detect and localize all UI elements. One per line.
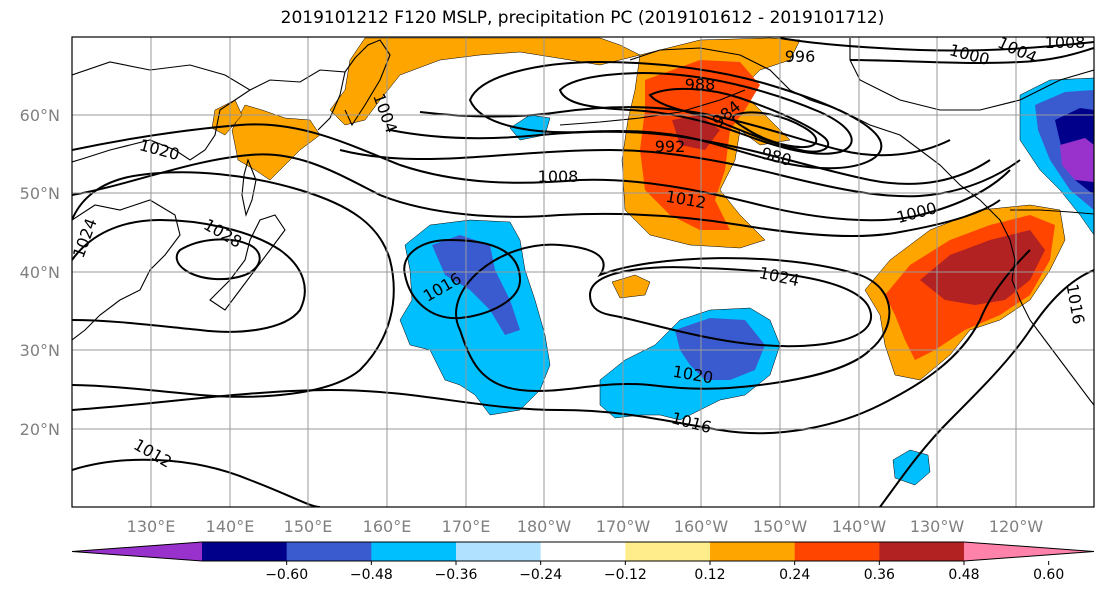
map-frame bbox=[71, 36, 1095, 508]
isobar-1008-band bbox=[72, 123, 1011, 222]
precip-area-small-patch bbox=[611, 274, 651, 299]
colorbar: −0.60 −0.48 −0.36 −0.24 −0.12 0.12 0.24 0.36 0.4… bbox=[71, 541, 1095, 583]
isobar-1020-asia bbox=[72, 171, 395, 398]
map-plot-area: 996 1000 1004 1008 988 984 992 980 1020 … bbox=[72, 33, 1094, 507]
isobar-988-closed bbox=[558, 72, 853, 155]
lat-label: 30°N bbox=[20, 341, 60, 360]
lon-label: 180°W bbox=[517, 517, 572, 536]
lon-label: 130°E bbox=[127, 517, 176, 536]
latitude-axis: 60°N 50°N 40°N 30°N 20°N bbox=[20, 106, 60, 439]
colorbar-label: −0.36 bbox=[435, 567, 478, 583]
colorbar-label: −0.24 bbox=[519, 567, 562, 583]
colorbar-swatch bbox=[540, 542, 626, 561]
colorbar-swatch bbox=[202, 542, 288, 561]
colorbar-label: 0.36 bbox=[864, 567, 895, 583]
lon-label: 130°W bbox=[910, 517, 965, 536]
coast-canada-inland bbox=[849, 38, 1094, 111]
coast-korea-china bbox=[72, 199, 181, 341]
contour-label: 988 bbox=[685, 75, 716, 94]
precip-area-bering-small bbox=[509, 114, 551, 141]
precip-area-canada-min bbox=[1060, 138, 1094, 182]
isobar-north-rim bbox=[779, 37, 1094, 52]
lon-label: 170°E bbox=[442, 517, 491, 536]
colorbar-label: 0.48 bbox=[948, 567, 979, 583]
lon-label: 160°W bbox=[674, 517, 729, 536]
lon-label: 150°W bbox=[753, 517, 808, 536]
precip-area-california-peak bbox=[920, 230, 1045, 305]
precip-negative-shading bbox=[399, 77, 1094, 486]
precip-area-central-pacific-west-core bbox=[432, 235, 520, 335]
colorbar-label: −0.60 bbox=[265, 567, 308, 583]
coast-okhotsk bbox=[249, 69, 346, 131]
isobar-1012-band bbox=[72, 153, 1001, 237]
lat-label: 40°N bbox=[20, 263, 60, 282]
colorbar-swatch bbox=[879, 542, 965, 561]
isobar-984-closed bbox=[648, 87, 830, 153]
lat-label: 60°N bbox=[20, 106, 60, 125]
colorbar-swatch bbox=[625, 542, 711, 561]
colorbar-label: −0.12 bbox=[604, 567, 647, 583]
colorbar-arrow-min bbox=[72, 542, 202, 561]
colorbar-label: 0.24 bbox=[779, 567, 810, 583]
isobars bbox=[72, 37, 1094, 507]
isobar-1004-band bbox=[339, 148, 1021, 198]
colorbar-arrow-max bbox=[964, 542, 1094, 561]
lon-label: 140°W bbox=[832, 517, 887, 536]
contour-label: 996 bbox=[785, 47, 816, 66]
colorbar-label: −0.48 bbox=[350, 567, 393, 583]
isobar-980-closed bbox=[732, 111, 818, 149]
colorbar-swatch bbox=[794, 542, 880, 561]
precip-area-kamchatka bbox=[329, 37, 641, 126]
coast-russia-east bbox=[72, 61, 252, 163]
coast-us-border bbox=[1010, 209, 1094, 215]
longitude-axis: 130°E 140°E 150°E 160°E 170°E 180°W 170°… bbox=[127, 517, 1044, 536]
lon-label: 160°E bbox=[363, 517, 412, 536]
isobar-1016-western bbox=[403, 238, 522, 320]
isobar-north-rim-2 bbox=[849, 47, 1094, 64]
precip-area-central-pacific-west bbox=[399, 219, 551, 416]
lon-label: 170°W bbox=[596, 517, 651, 536]
colorbar-swatch bbox=[456, 542, 542, 561]
precip-area-central-pacific-east-core bbox=[675, 318, 765, 380]
colorbar-swatch bbox=[286, 542, 372, 561]
contour-label: 1008 bbox=[1045, 33, 1086, 52]
isobar-1024-closed bbox=[588, 266, 873, 348]
lat-label: 50°N bbox=[20, 184, 60, 203]
coast-north-america-west bbox=[999, 219, 1094, 406]
isobar-992-closed bbox=[468, 60, 883, 170]
lon-label: 140°E bbox=[206, 517, 255, 536]
coast-kamchatka bbox=[344, 39, 391, 127]
contour-label: 1008 bbox=[538, 167, 579, 186]
colorbar-label: 0.60 bbox=[1033, 567, 1064, 583]
lon-label: 120°W bbox=[989, 517, 1044, 536]
isobar-1020-closed bbox=[455, 243, 891, 393]
lon-label: 150°E bbox=[284, 517, 333, 536]
lat-label: 20°N bbox=[20, 420, 60, 439]
map-title: 2019101212 F120 MSLP, precipitation PC (… bbox=[280, 8, 885, 28]
isobar-1016-main bbox=[72, 249, 1031, 435]
colorbar-swatch bbox=[371, 542, 457, 561]
contour-label: 992 bbox=[655, 137, 686, 156]
isobar-1028 bbox=[175, 238, 261, 281]
colorbar-outline bbox=[71, 541, 1095, 562]
isobar-1024-asia bbox=[72, 218, 306, 333]
map-gridlines bbox=[72, 37, 1094, 507]
colorbar-label: 0.12 bbox=[694, 567, 725, 583]
colorbar-swatch bbox=[710, 542, 796, 561]
coast-japan bbox=[209, 214, 286, 311]
